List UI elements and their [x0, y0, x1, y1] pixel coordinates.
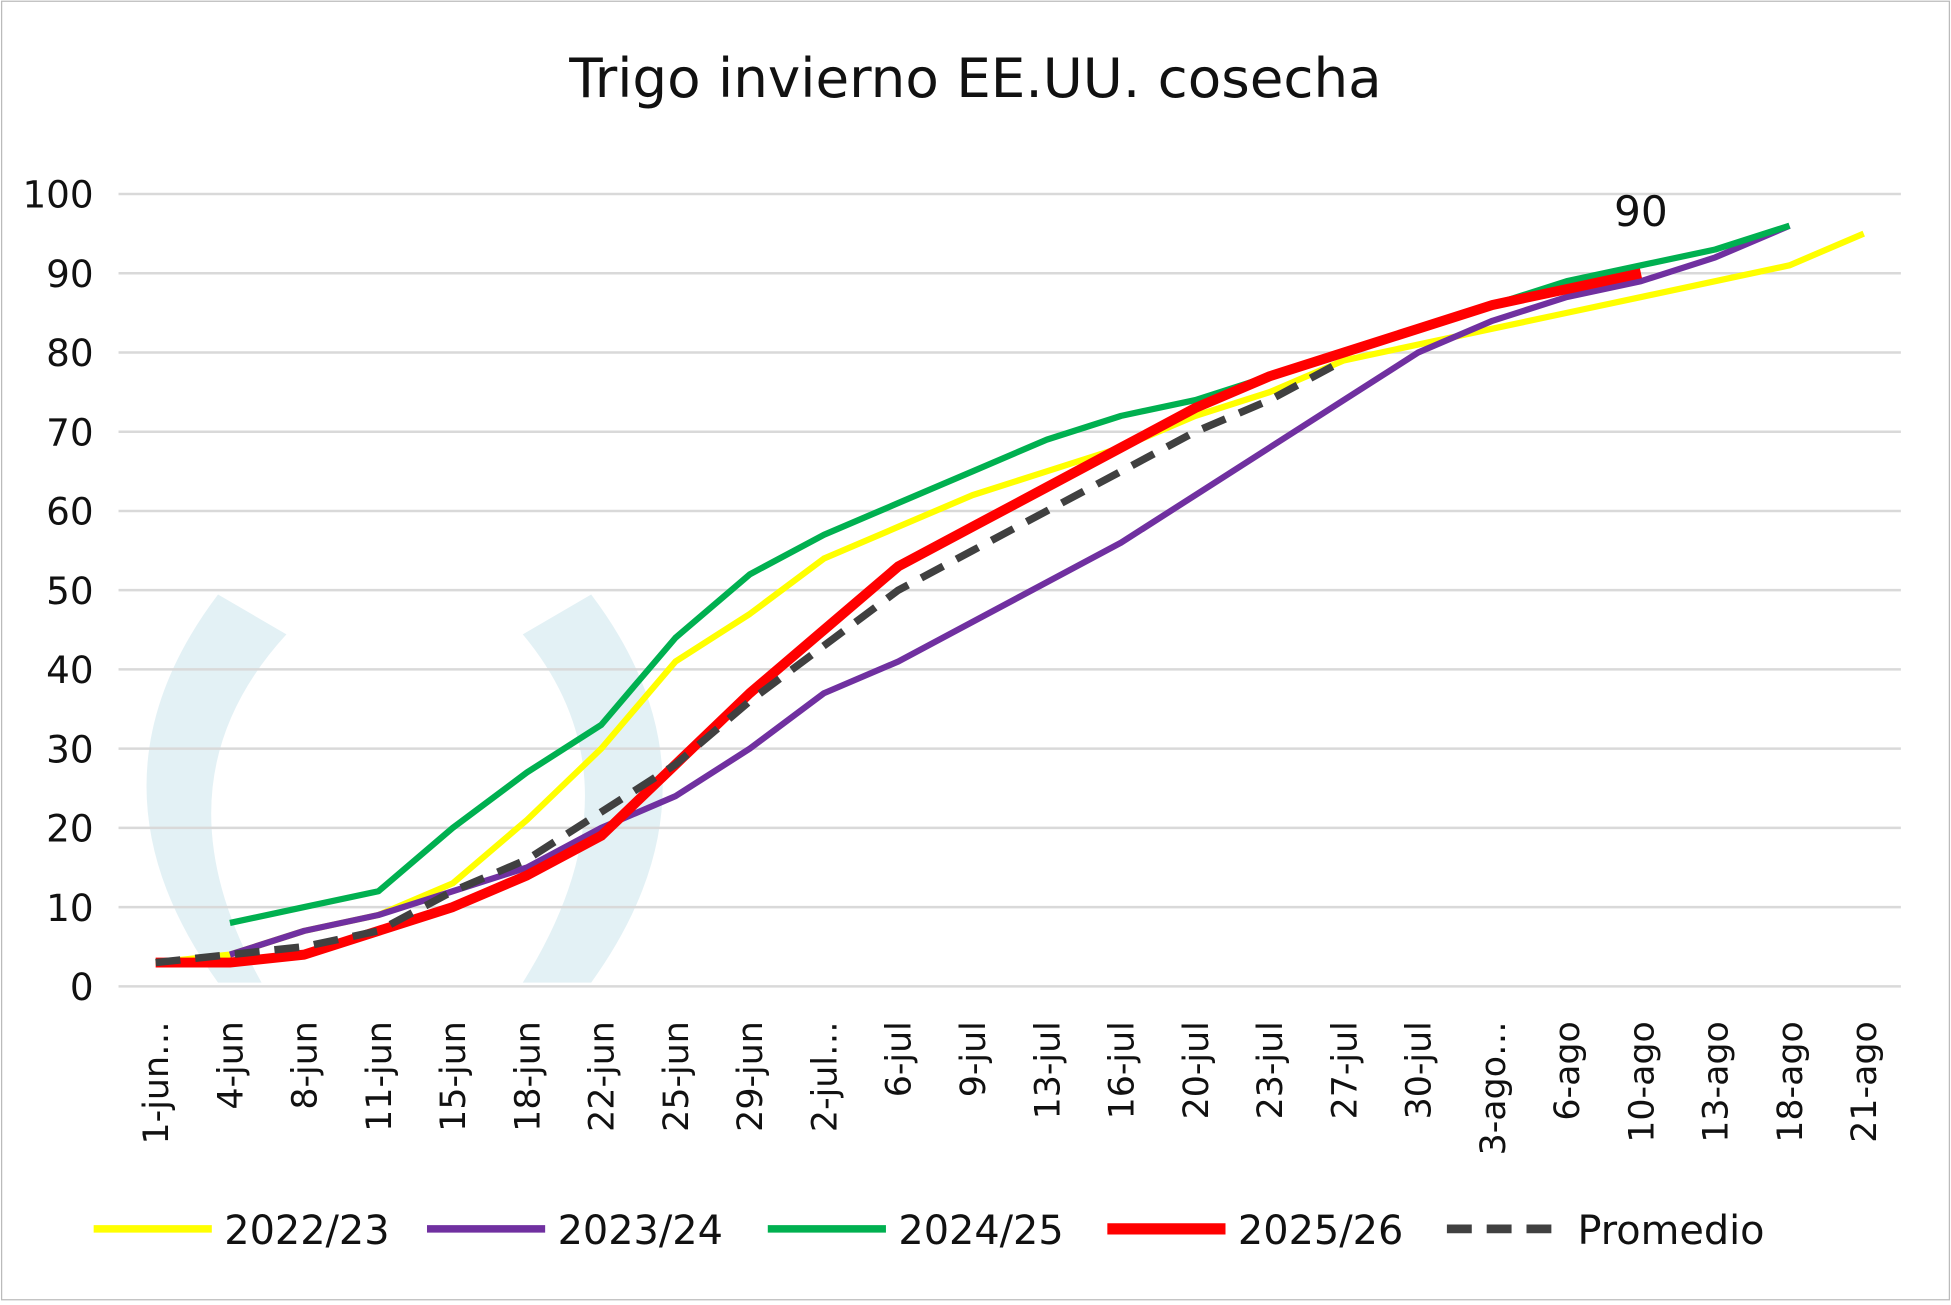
x-tick-label: 15-jun	[434, 1021, 474, 1132]
series-line	[228, 222, 1791, 958]
x-tick-label: 22-jun	[583, 1021, 623, 1132]
y-tick-label: 20	[46, 807, 93, 851]
x-tick-label: 18-jun	[508, 1021, 548, 1132]
x-tick-label: 13-jul	[1028, 1021, 1068, 1119]
y-tick-label: 0	[70, 965, 94, 1009]
x-tick-label: 23-jul	[1251, 1021, 1291, 1119]
series-line	[155, 230, 1865, 966]
x-tick-label: 6-jul	[880, 1021, 920, 1097]
legend-label: 2022/23	[224, 1208, 389, 1254]
x-tick-label: 29-jun	[731, 1021, 771, 1132]
series-line	[155, 357, 1346, 967]
y-tick-label: 10	[46, 886, 93, 930]
x-tick-label: 9-jul	[954, 1021, 994, 1097]
legend-label: 2023/24	[558, 1208, 723, 1254]
legend-label: 2025/26	[1238, 1208, 1403, 1254]
y-tick-label: 50	[46, 569, 93, 613]
x-tick-label: 13-ago	[1697, 1021, 1737, 1143]
y-tick-label: 40	[46, 648, 93, 692]
x-tick-label: 25-jun	[657, 1021, 697, 1132]
x-tick-label: 16-jul	[1103, 1021, 1143, 1119]
x-tick-label: 3-ago…	[1474, 1021, 1514, 1155]
y-tick-label: 60	[46, 490, 93, 534]
x-tick-label: 2-jul…	[805, 1021, 845, 1132]
x-tick-label: 20-jul	[1177, 1021, 1217, 1119]
y-tick-label: 90	[46, 252, 93, 296]
legend-label: Promedio	[1577, 1208, 1764, 1254]
series-line	[155, 268, 1642, 968]
x-tick-label: 8-jun	[286, 1021, 326, 1110]
y-tick-label: 80	[46, 331, 93, 375]
y-tick-label: 100	[22, 173, 93, 217]
x-tick-label: 30-jul	[1400, 1021, 1440, 1119]
x-tick-label: 21-ago	[1845, 1021, 1885, 1143]
x-tick-label: 1-jun…	[137, 1021, 177, 1144]
x-tick-label: 10-ago	[1622, 1021, 1662, 1143]
y-tick-label: 30	[46, 727, 93, 771]
y-tick-label: 70	[46, 410, 93, 454]
chart-title: Trigo invierno EE.UU. cosecha	[568, 46, 1381, 110]
annotation: 90	[1614, 187, 1668, 236]
legend-label: 2024/25	[898, 1208, 1063, 1254]
x-tick-label: 4-jun	[211, 1021, 251, 1110]
x-tick-label: 27-jul	[1325, 1021, 1365, 1119]
x-tick-label: 6-ago	[1548, 1021, 1588, 1120]
x-tick-label: 18-ago	[1771, 1021, 1811, 1143]
x-tick-label: 11-jun	[360, 1021, 400, 1132]
